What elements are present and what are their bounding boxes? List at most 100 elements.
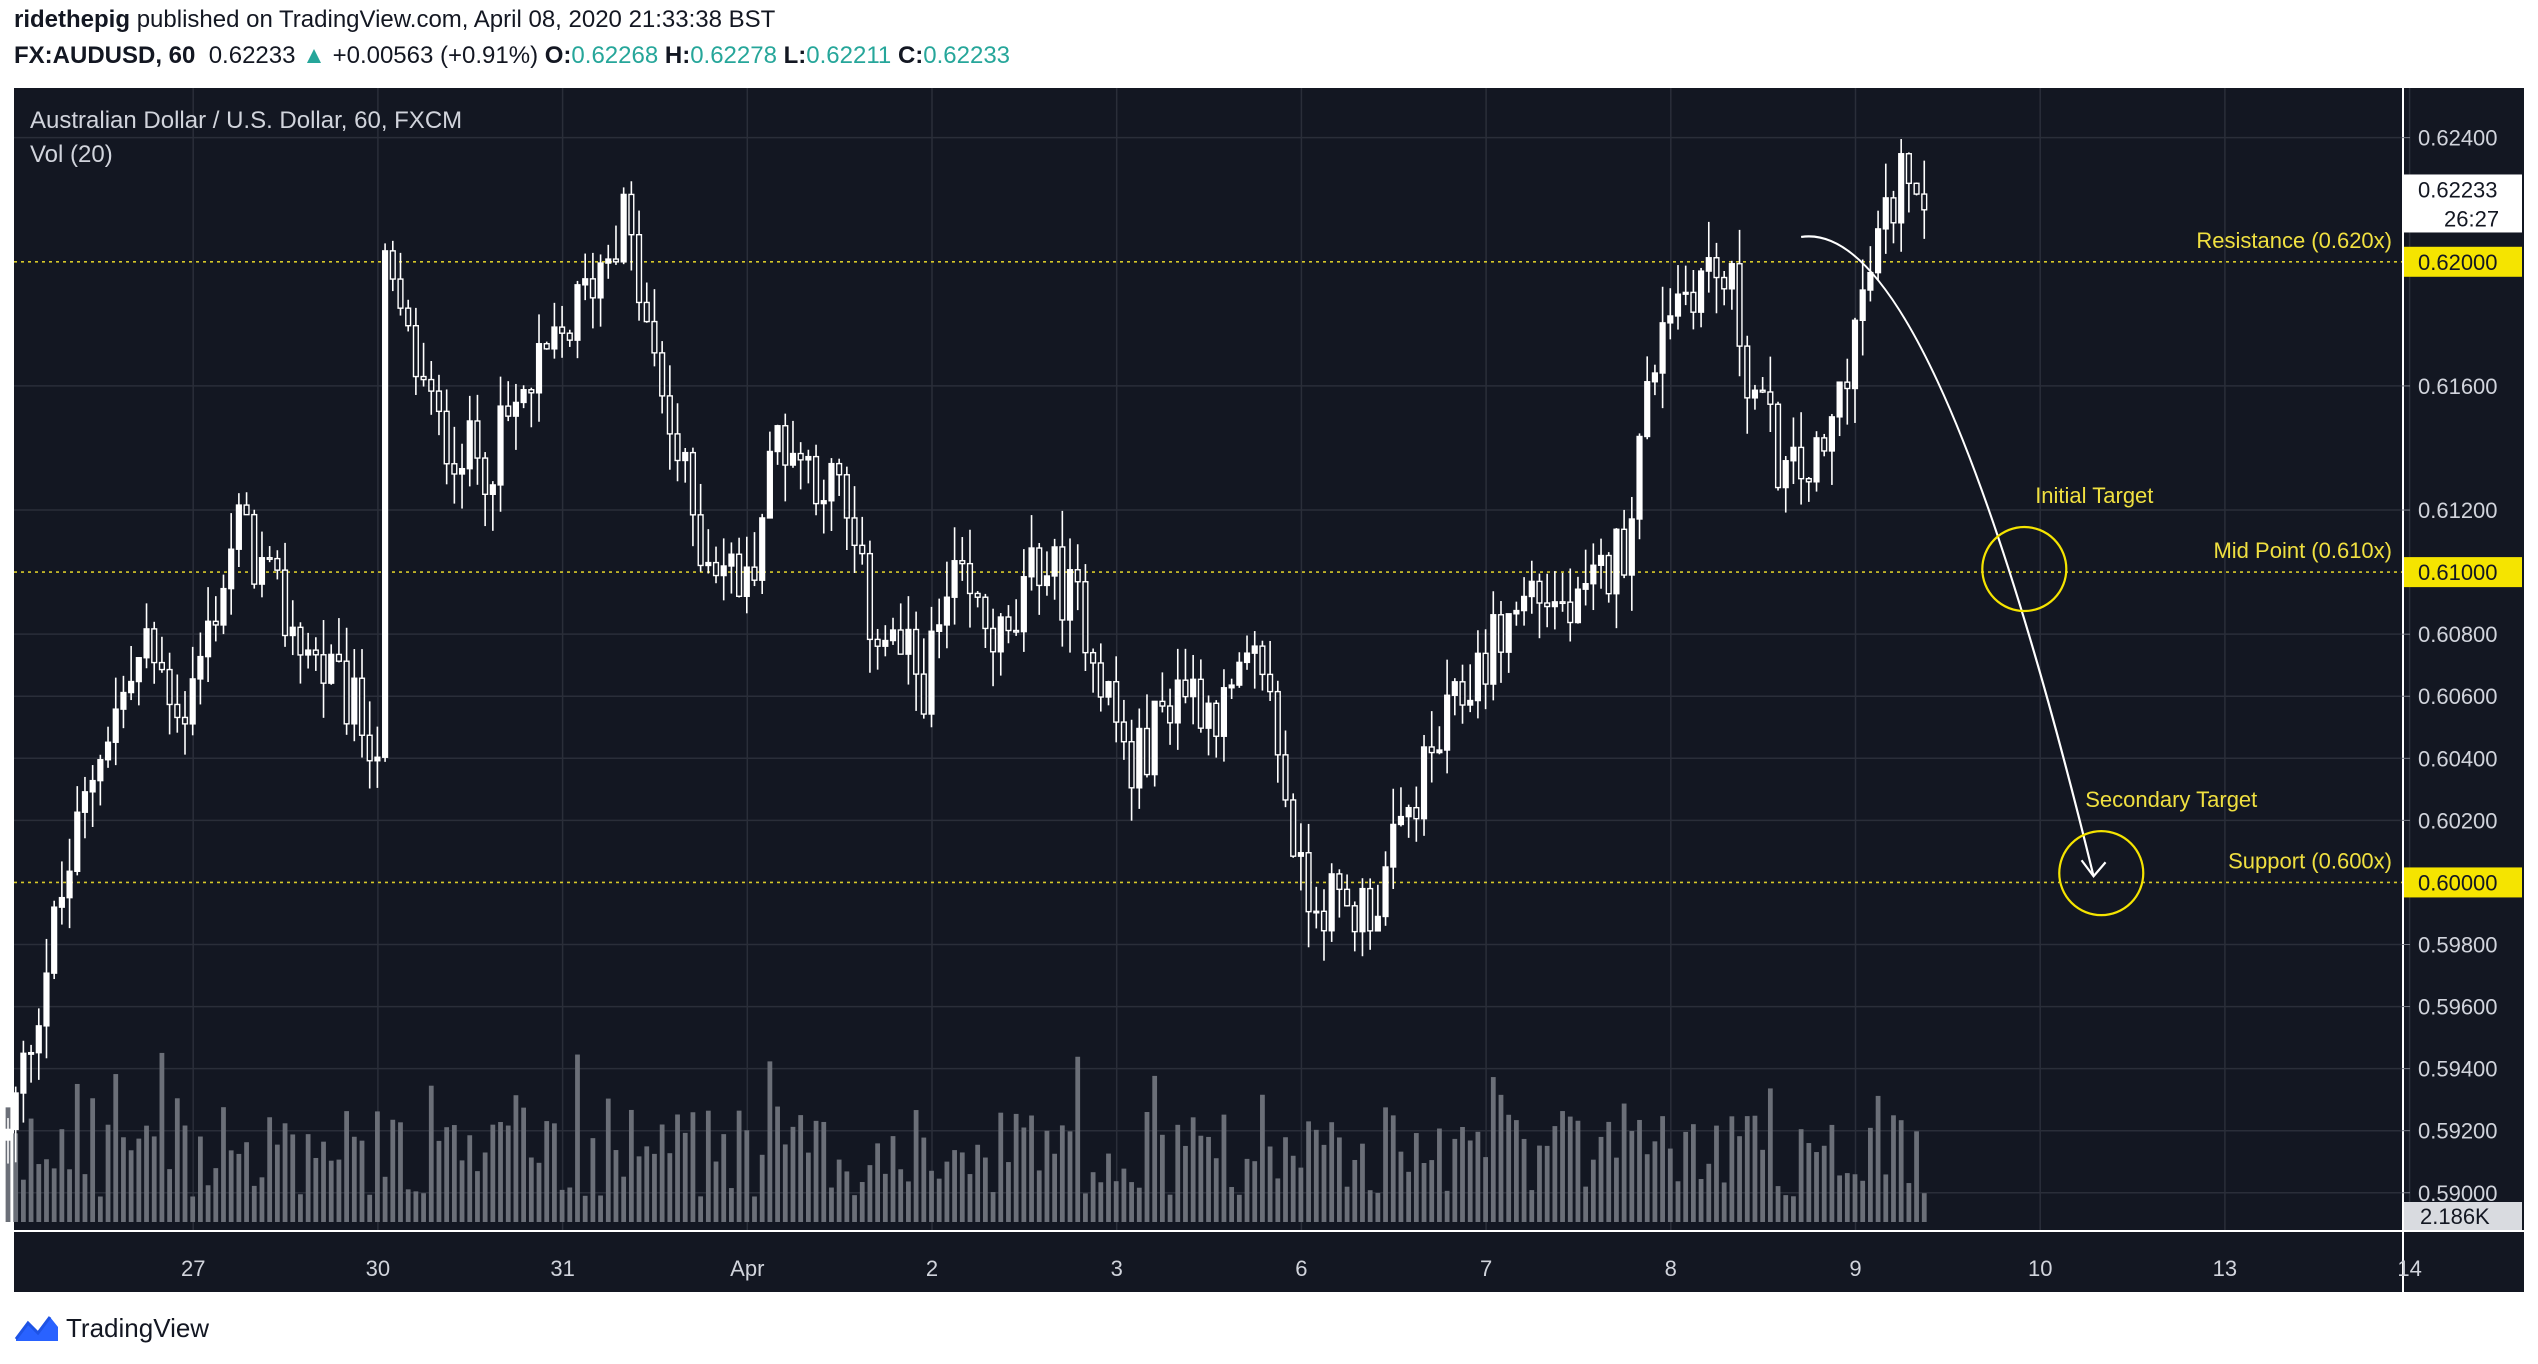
candle-body (1313, 910, 1320, 914)
candle-body (712, 561, 720, 577)
volume-bar (51, 1168, 57, 1222)
time-tick-label: 2 (926, 1256, 938, 1281)
close-label: C: (897, 42, 924, 69)
volume-bar (975, 1144, 981, 1222)
volume-bar (775, 1106, 780, 1222)
candle-body (574, 284, 581, 341)
volume-bar (1321, 1144, 1327, 1222)
candle-body (382, 250, 389, 758)
volume-bar (1868, 1127, 1873, 1222)
projection-arrow[interactable] (1800, 235, 2095, 877)
candle-body (1351, 905, 1358, 933)
volume-bar (1621, 1103, 1627, 1222)
volume-bar (1029, 1115, 1034, 1222)
volume-bar (906, 1181, 911, 1222)
candle-body (1467, 699, 1474, 706)
candle-body (458, 467, 466, 475)
candle-body (936, 624, 943, 632)
volume-bar (136, 1138, 142, 1222)
candle-body (274, 557, 281, 571)
target-circle[interactable] (1981, 525, 2068, 613)
symbol-label: FX:AUDUSD, 60 (14, 42, 196, 69)
volume-bar (13, 1133, 19, 1222)
candle-body (1536, 580, 1543, 604)
volume-bar (1583, 1186, 1589, 1222)
volume-bar (221, 1107, 226, 1222)
volume-bar (97, 1196, 103, 1222)
bar-countdown: 26:27 (2444, 206, 2499, 231)
volume-bar (1560, 1111, 1565, 1222)
volume-bar (929, 1170, 934, 1222)
high-value: 0.62278 (690, 42, 777, 69)
candle-body (412, 324, 419, 378)
author-name[interactable]: ridethepig (14, 6, 131, 33)
candle-body (1082, 581, 1089, 654)
candle-body (989, 627, 997, 653)
candle-body (1267, 673, 1274, 693)
candle-body (81, 791, 89, 813)
candle-body (1659, 322, 1666, 374)
volume-bar (567, 1187, 573, 1222)
volume-bar (44, 1159, 49, 1222)
volume-bar (1044, 1130, 1050, 1222)
current-price-tag (2404, 174, 2522, 233)
volume-bar (721, 1134, 727, 1222)
candle-body (1043, 575, 1051, 587)
volume-bar (813, 1120, 819, 1222)
candle-body (451, 463, 458, 475)
volume-bar (1521, 1138, 1527, 1222)
candle-body (651, 320, 658, 354)
volume-bar (236, 1153, 242, 1222)
volume-bar (1914, 1131, 1919, 1222)
candle-body (466, 420, 473, 470)
time-tick-label: 27 (181, 1256, 205, 1281)
candle-body (1759, 389, 1766, 393)
candle-body (1513, 609, 1520, 615)
volume-bar (944, 1161, 950, 1222)
candle-body (528, 389, 535, 394)
candle-body (751, 566, 758, 581)
brand-footer[interactable]: TradingView (14, 1310, 209, 1346)
volume-bar (351, 1136, 357, 1222)
volume-bar (1614, 1157, 1619, 1222)
candle-body (281, 569, 289, 637)
candle-body (643, 301, 650, 323)
candle-body (666, 395, 673, 435)
volume-bar (1236, 1194, 1242, 1222)
candle-body (1782, 460, 1789, 489)
volume-bar (1575, 1120, 1581, 1222)
chart-pane[interactable] (14, 88, 2402, 1230)
candle-body (866, 552, 874, 641)
volume-bar (1052, 1153, 1058, 1222)
candle-body (782, 425, 789, 466)
target-circle[interactable] (2058, 830, 2145, 917)
volume-bar (1013, 1113, 1019, 1222)
candle-body (1544, 602, 1551, 608)
price-axis[interactable] (2404, 88, 2524, 1230)
candle-body (1767, 391, 1774, 405)
volume-bar (290, 1134, 296, 1222)
candle-body (889, 629, 897, 642)
candle-body (1736, 263, 1743, 347)
price-chart[interactable]: Resistance (0.620x) 0.62000 Mid Point (0.6… (0, 0, 2538, 1300)
time-axis[interactable] (14, 1232, 2402, 1292)
level-price-tag (2404, 867, 2522, 898)
volume-bar (36, 1164, 42, 1222)
volume-bar (1429, 1160, 1435, 1222)
chart-title: Australian Dollar / U.S. Dollar, 60, FXC… (30, 107, 462, 134)
volume-bar (752, 1196, 757, 1222)
candle-body (943, 596, 950, 626)
volume-bar (1136, 1187, 1142, 1222)
candle-body (1605, 554, 1612, 595)
candle-body (1528, 580, 1535, 598)
volume-bar (174, 1098, 180, 1222)
volume-indicator-label[interactable]: Vol (20) (30, 141, 113, 168)
candle-body (1243, 652, 1251, 664)
volume-bar (59, 1129, 65, 1222)
candle-body (1713, 257, 1720, 279)
volume-bar (898, 1169, 904, 1222)
volume-bar (713, 1161, 719, 1222)
volume-bar (890, 1136, 896, 1222)
candle-body (143, 628, 150, 659)
volume-bar (1660, 1116, 1665, 1222)
